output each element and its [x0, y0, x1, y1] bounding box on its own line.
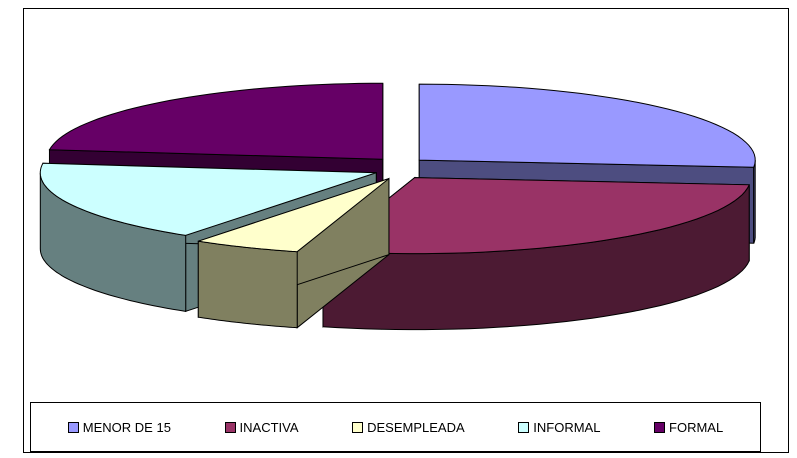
legend-item-menor-de-15: MENOR DE 15: [67, 419, 171, 435]
pie-slice-desempleada: [198, 178, 390, 253]
pie-slice-menor-de-15: [418, 83, 756, 168]
legend-label: DESEMPLEADA: [367, 419, 465, 435]
legend-item-formal: FORMAL: [654, 420, 723, 435]
legend-swatch: [224, 421, 236, 433]
legend-label: INFORMAL: [533, 419, 601, 435]
legend-item-inactiva: INACTIVA: [224, 419, 299, 435]
legend-label: FORMAL: [669, 419, 724, 435]
pie-slice-wall: [197, 240, 298, 329]
pie-slice-formal: [48, 82, 384, 160]
legend-label: INACTIVA: [239, 419, 299, 435]
pie-slice-wall: [753, 160, 756, 244]
pie-slice-inactiva: [321, 177, 751, 255]
legend-swatch: [518, 421, 530, 433]
legend-swatch: [67, 421, 79, 433]
legend-swatch: [352, 421, 364, 433]
pie-slice-informal: [39, 162, 377, 236]
legend-item-informal: INFORMAL: [518, 420, 600, 435]
legend: MENOR DE 15 INACTIVA DESEMPLEADA INFORMA…: [30, 402, 761, 452]
legend-label: MENOR DE 15: [82, 419, 171, 435]
legend-item-desempleada: DESEMPLEADA: [352, 420, 465, 435]
legend-swatch: [654, 421, 666, 433]
